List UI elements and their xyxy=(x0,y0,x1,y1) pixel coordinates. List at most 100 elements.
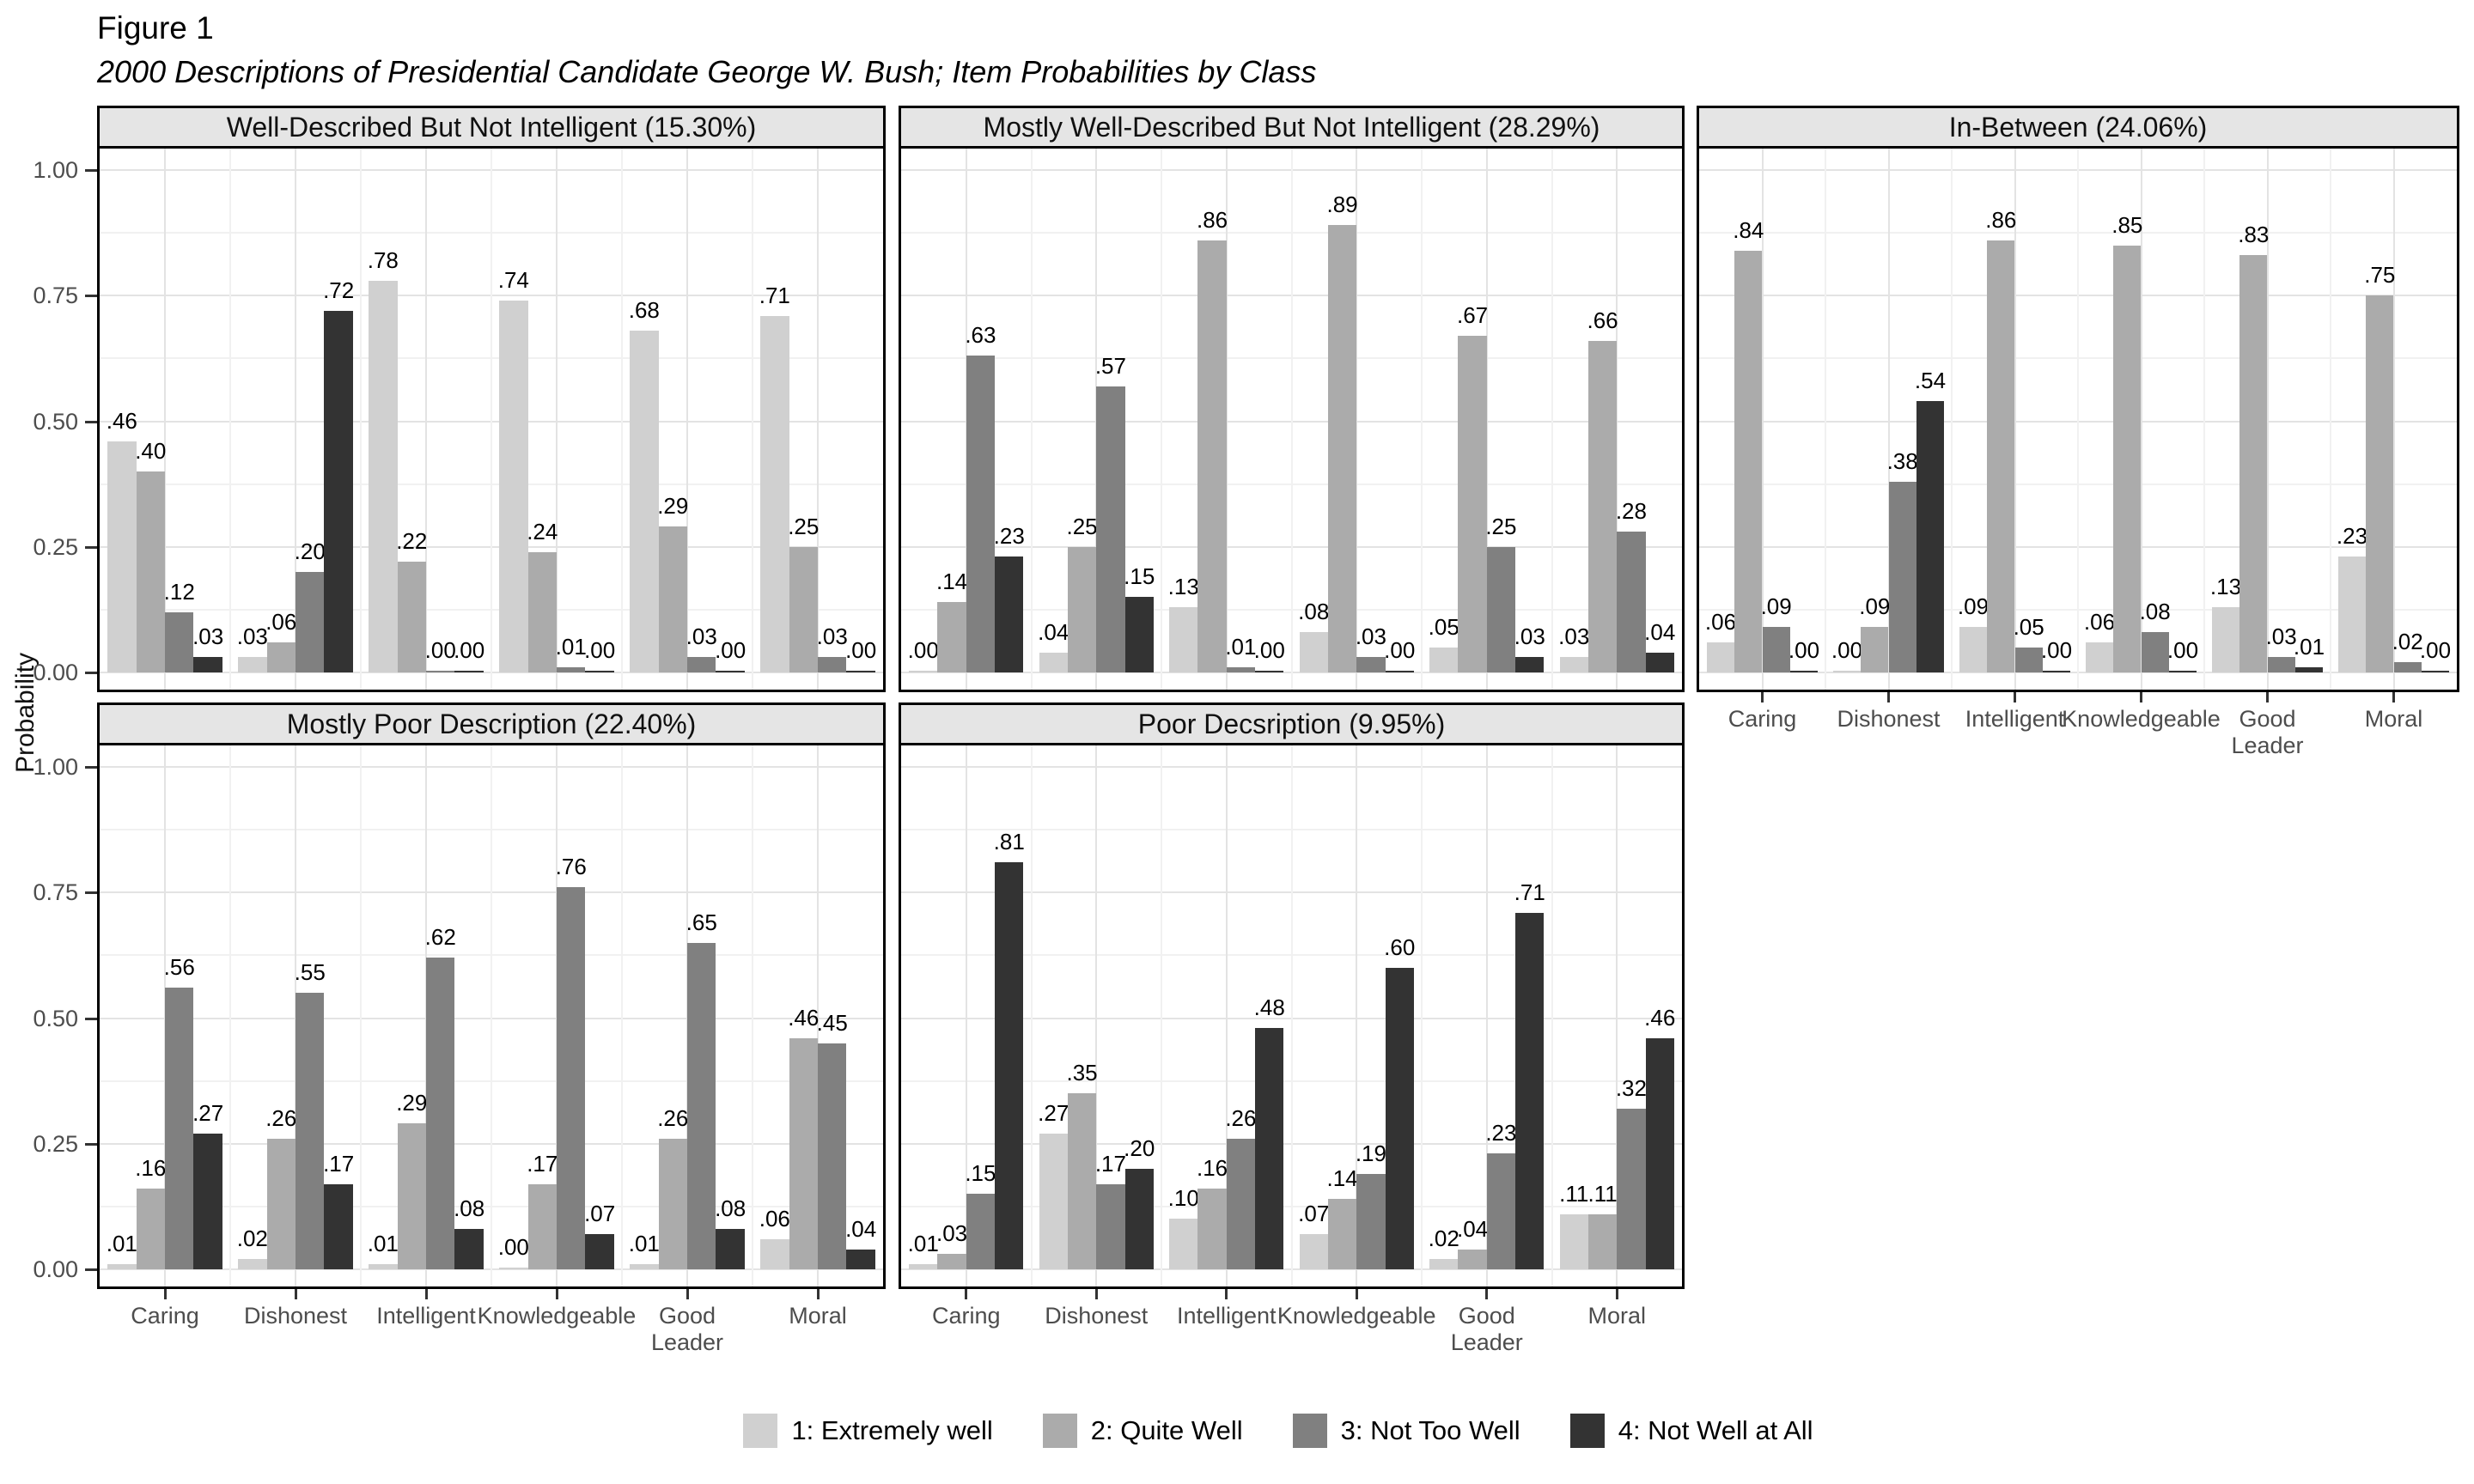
figure-label: Figure 1 xyxy=(97,10,214,46)
gridline-v xyxy=(1225,149,1228,690)
bar-value-label: .78 xyxy=(367,247,399,273)
bar xyxy=(107,1264,137,1269)
bar-value-label: .25 xyxy=(788,514,820,539)
facet-title: In-Between (24.06%) xyxy=(1699,108,2457,149)
bar xyxy=(760,1239,789,1269)
bar-value-label: .00 xyxy=(2166,637,2199,663)
gridline-v xyxy=(2014,149,2016,690)
bar-value-label: .09 xyxy=(1760,593,1792,619)
bar xyxy=(585,1234,614,1269)
bar-value-label: .25 xyxy=(1485,514,1517,539)
bar-value-label: .00 xyxy=(715,637,746,663)
facet-title: Well-Described But Not Intelligent (15.3… xyxy=(100,108,883,149)
y-axis-tick-label: 1.00 xyxy=(33,157,78,183)
gridline-v xyxy=(1421,149,1423,690)
facet-title: Mostly Poor Description (22.40%) xyxy=(100,705,883,745)
bar xyxy=(324,311,353,672)
bar-value-label: .11 xyxy=(1587,1181,1618,1207)
bar xyxy=(818,1043,847,1269)
bar-value-label: .08 xyxy=(2139,599,2171,624)
bar-value-label: .00 xyxy=(1788,637,1820,663)
bar-value-label: .29 xyxy=(657,493,689,519)
x-axis-tick-label: Knowledgeable xyxy=(2062,706,2221,732)
x-axis-tick-label: Knowledgeable xyxy=(1277,1303,1436,1329)
gridline-v xyxy=(621,149,623,690)
bar-value-label: .23 xyxy=(993,523,1025,549)
bar xyxy=(2168,671,2197,672)
bar-value-label: .76 xyxy=(555,854,587,879)
gridline-v xyxy=(2077,149,2079,690)
x-axis-tick-label: Good Leader xyxy=(1450,1303,1523,1355)
bar xyxy=(585,671,614,672)
bar xyxy=(238,657,267,672)
bar xyxy=(1645,653,1674,672)
y-axis-tick xyxy=(85,672,97,674)
x-axis-tick xyxy=(1887,692,1890,702)
bar-value-label: .46 xyxy=(1644,1005,1676,1031)
bar-value-label: .74 xyxy=(497,267,529,293)
y-axis-tick xyxy=(85,545,97,549)
bar-value-label: .04 xyxy=(845,1216,877,1242)
gridline-v xyxy=(1095,745,1098,1286)
bar xyxy=(1197,1189,1227,1269)
gridline-v xyxy=(1761,149,1764,690)
bar xyxy=(1124,597,1154,672)
x-axis-tick xyxy=(424,1289,428,1299)
bar-value-label: .02 xyxy=(2392,629,2423,654)
bar xyxy=(2113,246,2142,672)
x-axis-tick-label: Moral xyxy=(2364,706,2423,732)
bar-value-label: .84 xyxy=(1733,217,1764,243)
gridline-v xyxy=(621,745,623,1286)
bar-value-label: .81 xyxy=(993,829,1025,855)
bar-value-label: .56 xyxy=(163,954,195,980)
bar xyxy=(789,1038,818,1269)
bar xyxy=(966,1194,996,1269)
x-axis-tick xyxy=(686,1289,689,1299)
bar xyxy=(1356,1174,1386,1269)
bar xyxy=(966,356,996,672)
bar-value-label: .00 xyxy=(1831,637,1863,663)
gridline-v xyxy=(817,149,819,690)
facet-title: Mostly Well-Described But Not Intelligen… xyxy=(901,108,1682,149)
gridline-v xyxy=(1887,149,1890,690)
bar xyxy=(1255,671,1284,672)
bar-value-label: .17 xyxy=(1094,1151,1126,1177)
facet-panel-3: Mostly Poor Description (22.40%) .01 .16 .5… xyxy=(97,702,886,1289)
bar-value-label: .68 xyxy=(628,297,660,323)
bar-value-label: .01 xyxy=(555,634,587,660)
plot-area: .06.84.09.00.00.09.38.54.09.86.05.00.06.… xyxy=(1699,149,2457,690)
bar-value-label: .26 xyxy=(657,1105,689,1131)
bar-value-label: .05 xyxy=(1428,614,1459,640)
bar-value-label: .00 xyxy=(454,637,485,663)
bar-value-label: .23 xyxy=(1485,1120,1517,1146)
legend-item: 1: Extremely well xyxy=(743,1414,993,1448)
bar xyxy=(1734,251,1763,672)
x-axis-tick xyxy=(816,1289,820,1299)
gridline-v xyxy=(491,149,492,690)
x-axis-tick-label: Caring xyxy=(1728,706,1797,732)
bar-value-label: .03 xyxy=(1558,623,1590,649)
bar-value-label: .08 xyxy=(1298,599,1330,624)
bar-value-label: .03 xyxy=(686,623,717,649)
y-axis-tick-label: 0.75 xyxy=(33,283,78,309)
y-axis-tick-label: 0.25 xyxy=(33,1130,78,1157)
bar-value-label: .03 xyxy=(816,623,848,649)
x-axis-tick-label: Good Leader xyxy=(2231,706,2304,758)
bar xyxy=(630,1264,659,1269)
bar xyxy=(1327,1199,1357,1269)
gridline-v xyxy=(1551,745,1553,1286)
bar xyxy=(454,671,484,672)
bar xyxy=(1762,627,1790,672)
bar xyxy=(1039,1134,1068,1269)
bar-value-label: .10 xyxy=(1167,1185,1199,1211)
bar-value-label: .28 xyxy=(1615,498,1647,524)
facet-panel-4: Poor Decsription (9.95%) .01.03 .15 .81 .27.… xyxy=(899,702,1685,1289)
bar xyxy=(1226,667,1256,672)
bar-value-label: .23 xyxy=(2336,523,2368,549)
bar xyxy=(1617,1109,1646,1269)
bar-value-label: .71 xyxy=(1514,879,1545,905)
bar xyxy=(1458,336,1487,672)
gridline-v xyxy=(1356,745,1358,1286)
bar xyxy=(1299,632,1328,672)
bar xyxy=(499,1268,528,1269)
